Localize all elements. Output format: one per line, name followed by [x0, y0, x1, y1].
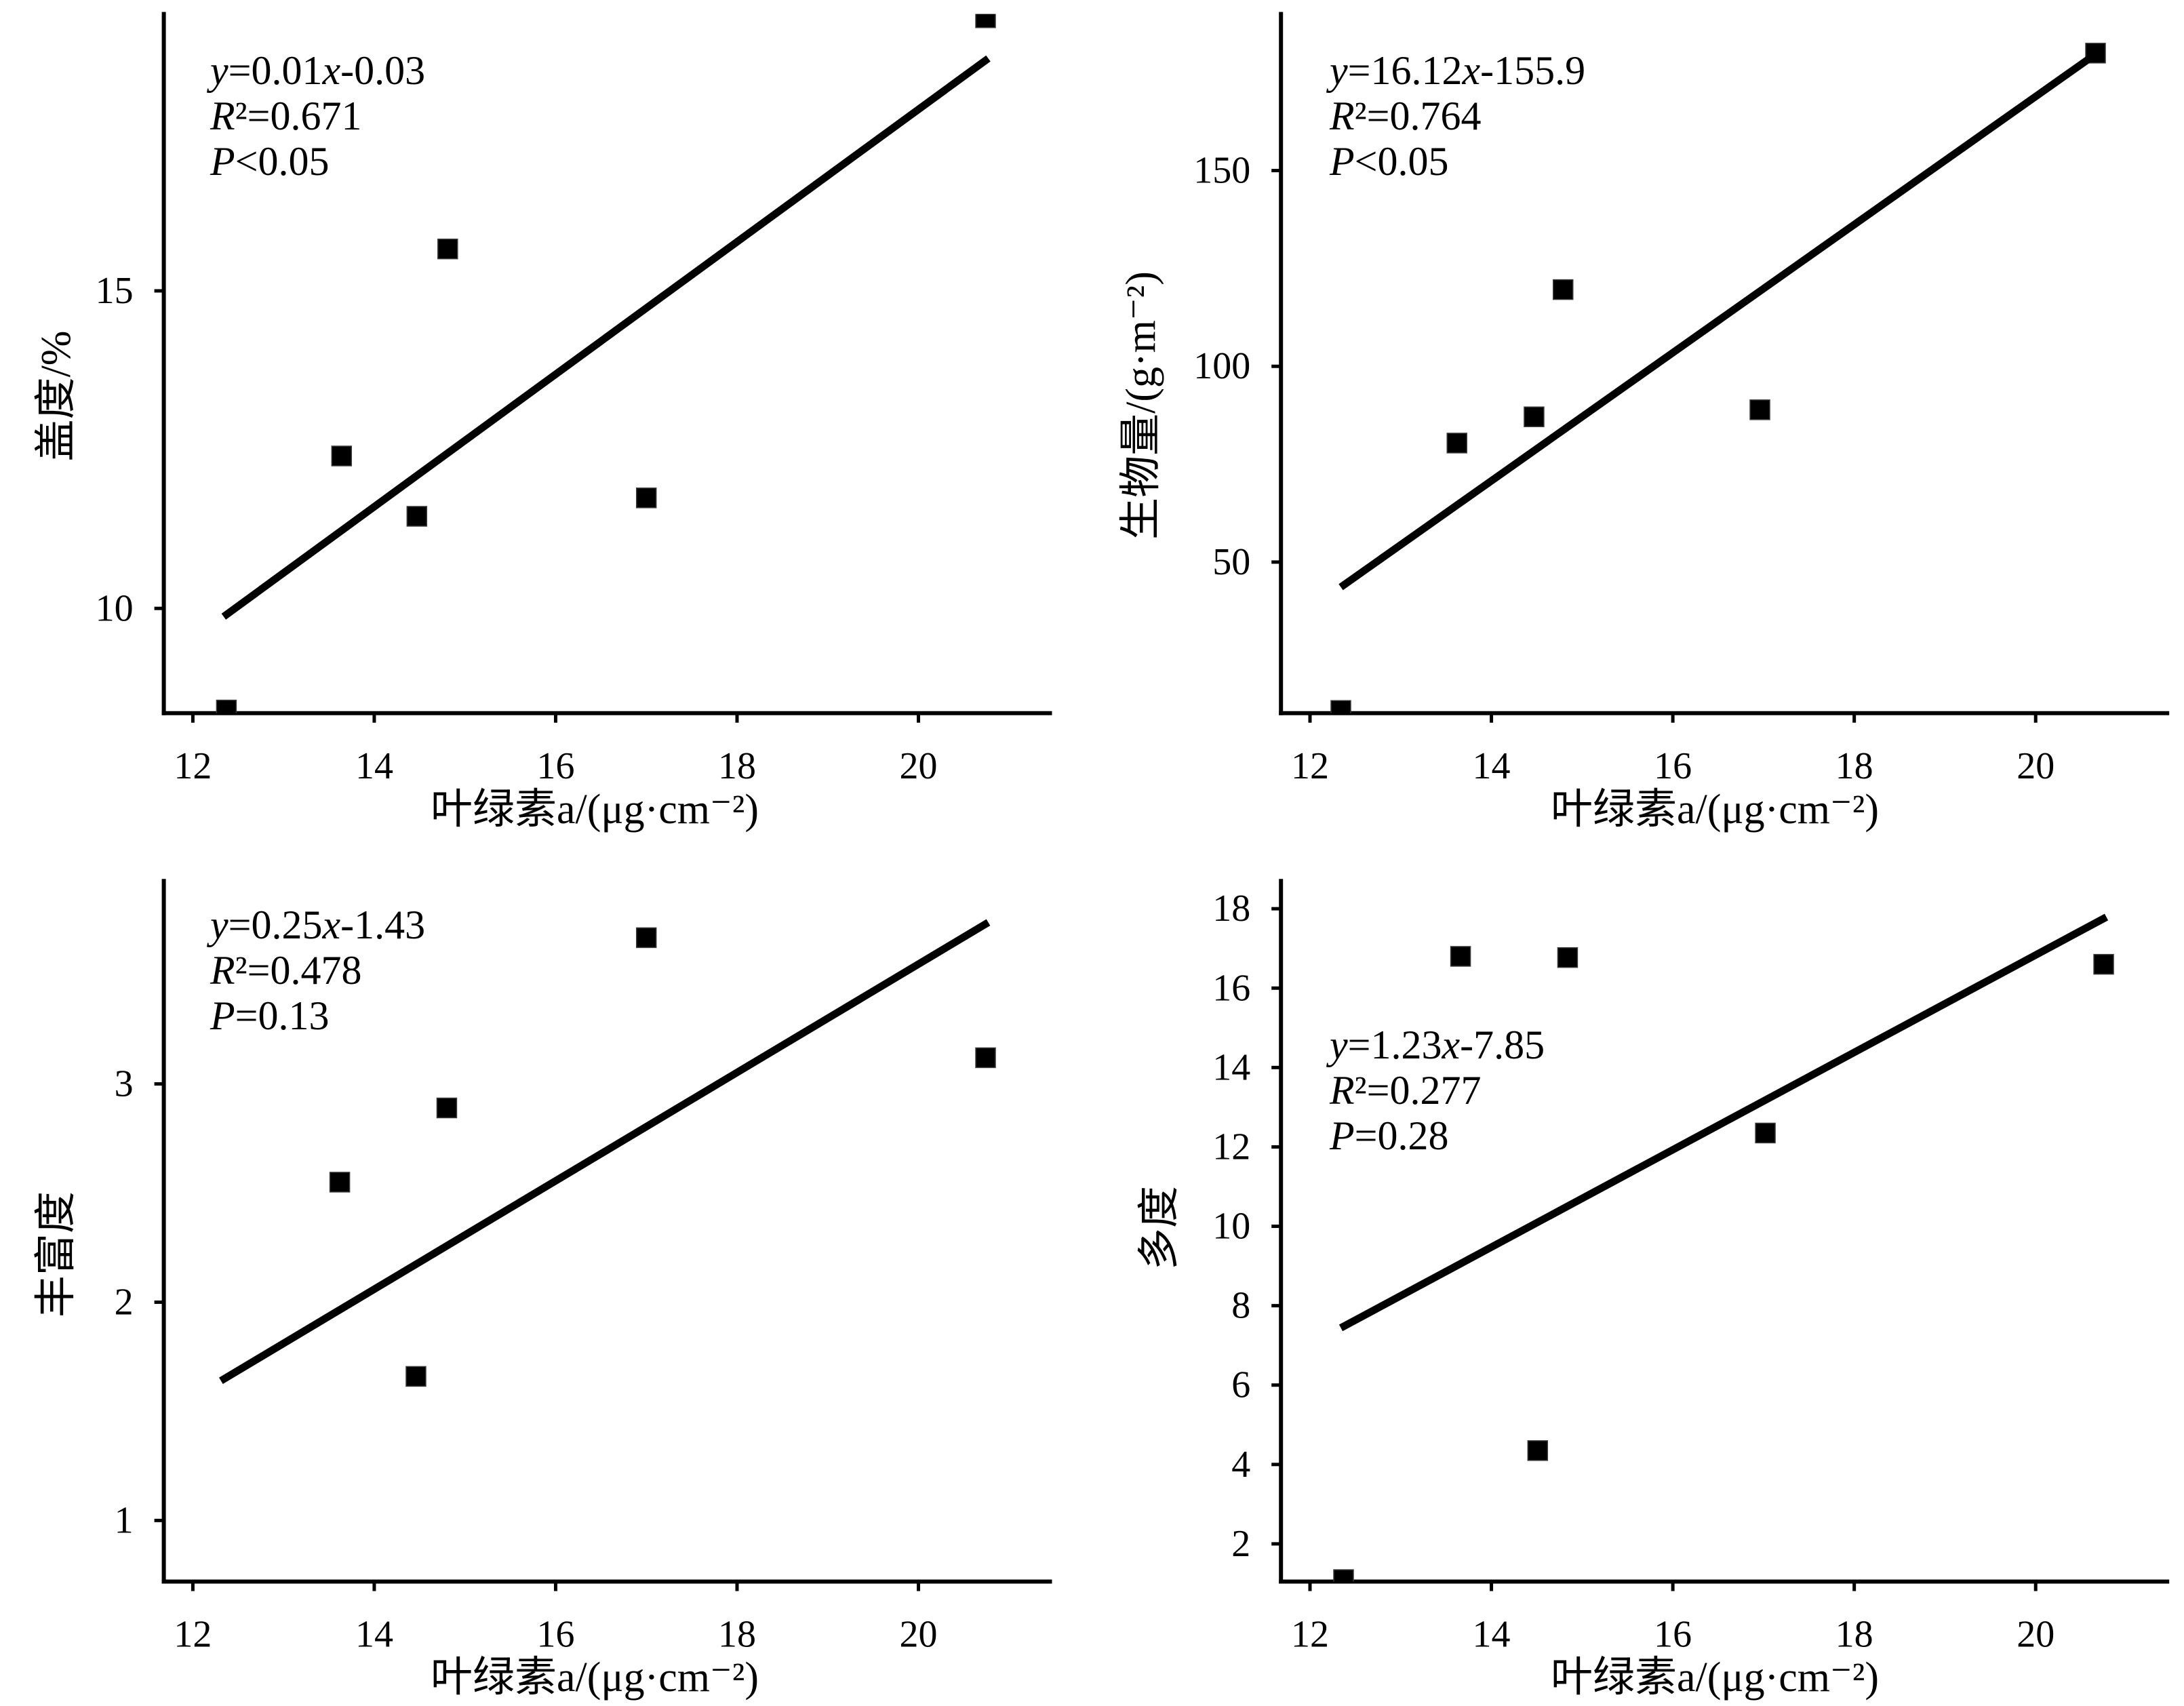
- scatter-panel: 12 14 16 18 20 10 15 叶绿素a/(μg·cm⁻²) 盖度/% y=0.01x-…: [33, 12, 1052, 833]
- y-tick-label: 10: [96, 587, 134, 629]
- x-tick-label: 18: [1835, 1614, 1873, 1656]
- y-tick-label: 14: [1212, 1046, 1250, 1088]
- y-tick-label: 8: [1231, 1285, 1250, 1327]
- x-tick-label: 18: [718, 1614, 756, 1656]
- scatter-panel: 12 14 16 18 2024681012141618叶绿素a/(μg·cm⁻²)多度…: [1136, 879, 2170, 1701]
- data-point: [1330, 700, 1351, 713]
- regression-line: [1338, 913, 2109, 1332]
- y-axis-label: 盖度/%: [33, 331, 79, 462]
- x-tick-label: 12: [174, 745, 212, 787]
- data-points: [1333, 946, 2114, 1582]
- x-axis-label: 叶绿素a/(μg·cm⁻²): [1551, 787, 1879, 833]
- data-point: [1755, 1122, 1776, 1144]
- data-points: [216, 14, 996, 713]
- x-tick-label: 16: [536, 745, 574, 787]
- x-axis-label: 叶绿素a/(μg·cm⁻²): [1551, 1654, 1879, 1701]
- p-value-label: P=0.13: [210, 993, 330, 1038]
- data-point: [436, 1097, 458, 1119]
- y-axis-label: 生物量/(g·m⁻²): [1118, 271, 1164, 540]
- data-point: [635, 927, 657, 949]
- data-point: [437, 238, 458, 260]
- x-tick-label: 14: [1473, 745, 1511, 787]
- data-point: [1446, 433, 1467, 454]
- x-tick-label: 16: [1654, 1614, 1692, 1656]
- x-tick-label: 12: [174, 1614, 212, 1656]
- y-axis-label: 丰富度: [33, 1191, 79, 1317]
- x-tick-label: 18: [718, 745, 756, 787]
- y-tick-label: 150: [1193, 150, 1250, 192]
- data-point: [635, 488, 657, 509]
- y-tick-label: 100: [1193, 345, 1250, 387]
- y-tick-label: 16: [1212, 967, 1250, 1009]
- x-tick-label: 14: [1473, 1614, 1511, 1656]
- scatter-panel: 12 14 16 18 20123叶绿素a/(μg·cm⁻²)丰富度y=0.25x-1.…: [33, 879, 1052, 1701]
- data-point: [405, 1366, 426, 1387]
- y-tick-label: 4: [1231, 1444, 1250, 1486]
- x-axis-label: 叶绿素a/(μg·cm⁻²): [431, 1654, 759, 1701]
- y-tick-label: 2: [115, 1281, 134, 1323]
- x-tick-label: 20: [2017, 745, 2054, 787]
- y-tick-label: 50: [1212, 541, 1250, 583]
- data-point: [1527, 1440, 1549, 1461]
- x-tick-label: 16: [1654, 745, 1692, 787]
- r-squared-label: R²=0.671: [210, 94, 361, 138]
- data-point: [1749, 399, 1770, 420]
- x-tick-label: 18: [1835, 745, 1873, 787]
- y-tick-label: 18: [1212, 888, 1250, 930]
- x-tick-label: 14: [355, 745, 393, 787]
- y-tick-label: 15: [96, 270, 134, 312]
- x-tick-label: 20: [2017, 1614, 2054, 1656]
- p-value-label: P=0.28: [1329, 1113, 1449, 1158]
- data-points: [329, 927, 996, 1387]
- regression-equation: y=16.12x-155.9: [1326, 48, 1585, 93]
- regression-line: [219, 919, 991, 1385]
- data-point: [975, 1047, 996, 1069]
- y-tick-label: 12: [1212, 1126, 1250, 1168]
- y-tick-label: 3: [115, 1063, 134, 1105]
- x-tick-label: 12: [1291, 1614, 1329, 1656]
- y-tick-label: 1: [115, 1499, 134, 1541]
- data-point: [406, 506, 428, 527]
- data-point: [1552, 279, 1574, 300]
- regression-equation: y=0.25x-1.43: [206, 902, 425, 947]
- data-point: [2093, 953, 2114, 975]
- data-point: [975, 14, 996, 28]
- x-tick-label: 12: [1291, 745, 1329, 787]
- y-axis-label: 多度: [1136, 1186, 1183, 1270]
- y-tick-label: 6: [1231, 1364, 1250, 1406]
- regression-line: [1338, 47, 2103, 591]
- x-tick-label: 20: [900, 745, 938, 787]
- x-tick-label: 20: [900, 1614, 938, 1656]
- p-value-label: P<0.05: [210, 139, 330, 184]
- x-tick-label: 14: [355, 1614, 393, 1656]
- r-squared-label: R²=0.478: [210, 948, 361, 993]
- scatter-panels: 12 14 16 18 201015叶绿素a/(μg·cm⁻²)盖度/%y=0.01x-…: [33, 12, 2170, 1701]
- data-point: [216, 699, 237, 713]
- data-point: [1557, 947, 1579, 968]
- data-point: [1333, 1569, 1354, 1582]
- scatter-panel: 12 14 16 18 20 50 100 150 叶绿素a/(μg·cm⁻²) 生物量/(g·m…: [1118, 12, 2170, 833]
- regression-equation: y=0.01x-0.03: [206, 48, 425, 93]
- r-squared-label: R²=0.764: [1329, 94, 1481, 138]
- y-tick-label: 10: [1212, 1206, 1250, 1248]
- x-axis-label: 叶绿素a/(μg·cm⁻²): [431, 787, 759, 833]
- data-point: [1450, 946, 1471, 967]
- data-point: [1524, 406, 1545, 427]
- p-value-label: P<0.05: [1329, 139, 1449, 184]
- r-squared-label: R²=0.277: [1329, 1068, 1481, 1113]
- y-tick-label: 2: [1231, 1523, 1250, 1565]
- regression-line: [221, 55, 991, 620]
- data-point: [329, 1172, 351, 1193]
- data-point: [331, 445, 353, 467]
- regression-equation: y=1.23x-7.85: [1326, 1023, 1545, 1067]
- x-tick-label: 16: [536, 1614, 574, 1656]
